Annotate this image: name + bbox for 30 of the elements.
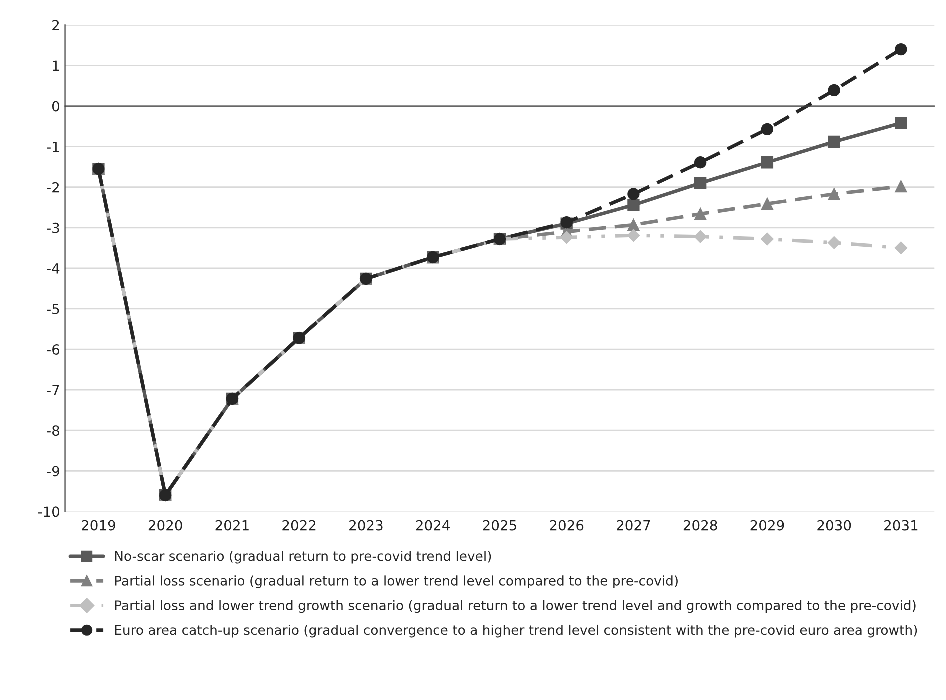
x-tick-label: 2022	[282, 520, 316, 531]
legend-label: Euro area catch-up scenario (gradual convergence to a higher trend level consistent with the pre-covid euro area growth)	[115, 624, 918, 638]
y-tick-label: -7	[47, 385, 60, 396]
x-tick-label: 2027	[617, 520, 650, 531]
y-tick-label: -2	[47, 182, 60, 193]
y-tick-label: -5	[47, 304, 60, 314]
y-tick-label: -3	[47, 222, 60, 234]
legend-label: No-scar scenario (gradual return to pre-covid trend level)	[115, 551, 492, 564]
x-tick-label: 2023	[350, 520, 383, 531]
x-tick-label: 2024	[416, 520, 450, 531]
y-tick-label: -4	[47, 264, 60, 274]
y-tick-label: -9	[47, 466, 60, 477]
x-tick-label: 2028	[684, 520, 718, 531]
x-tick-label: 2025	[483, 520, 516, 531]
y-tick-label: -6	[47, 344, 60, 356]
x-tick-label: 2031	[884, 520, 918, 531]
x-tick-label: 2030	[818, 520, 852, 531]
y-tick-label: -1	[47, 142, 60, 152]
y-tick-label: 0	[52, 101, 60, 112]
legend-label: Partial loss scenario (gradual return to a lower trend level compared to the pre-covid)	[115, 576, 678, 588]
y-tick-label: -8	[47, 426, 60, 436]
x-tick-label: 2026	[550, 520, 584, 531]
x-tick-label: 2021	[216, 520, 249, 531]
x-tick-label: 2019	[82, 520, 116, 531]
y-tick-label: 2	[52, 20, 60, 30]
x-tick-label: 2020	[148, 520, 182, 531]
x-tick-label: 2029	[750, 520, 784, 531]
y-tick-label: -10	[38, 506, 60, 518]
legend-label: Partial loss and lower trend growth scenario (gradual return to a lower trend level and growth compared to the pre-covid)	[115, 600, 916, 614]
y-tick-label: 1	[53, 60, 60, 72]
